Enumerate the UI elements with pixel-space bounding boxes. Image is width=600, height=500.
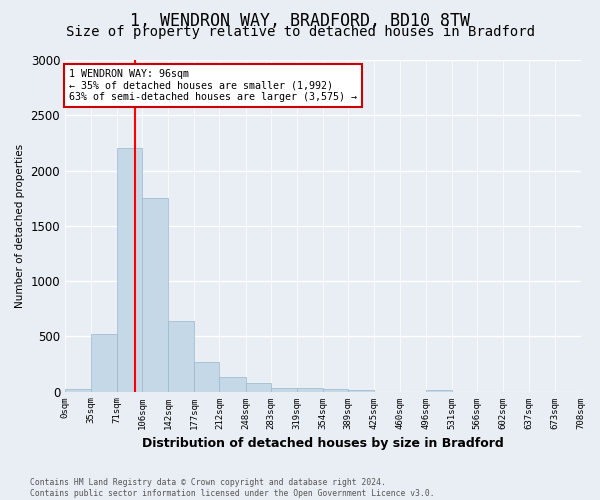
Bar <box>245 384 271 392</box>
Text: 1, WENDRON WAY, BRADFORD, BD10 8TW: 1, WENDRON WAY, BRADFORD, BD10 8TW <box>130 12 470 30</box>
Bar <box>297 388 323 392</box>
Text: Contains HM Land Registry data © Crown copyright and database right 2024.
Contai: Contains HM Land Registry data © Crown c… <box>30 478 434 498</box>
Bar <box>65 390 91 392</box>
Bar <box>220 377 245 392</box>
Text: Size of property relative to detached houses in Bradford: Size of property relative to detached ho… <box>65 25 535 39</box>
Bar <box>194 362 220 392</box>
Bar <box>426 390 452 392</box>
X-axis label: Distribution of detached houses by size in Bradford: Distribution of detached houses by size … <box>142 437 503 450</box>
Text: 1 WENDRON WAY: 96sqm
← 35% of detached houses are smaller (1,992)
63% of semi-de: 1 WENDRON WAY: 96sqm ← 35% of detached h… <box>68 69 356 102</box>
Bar <box>117 148 142 392</box>
Bar <box>91 334 117 392</box>
Bar <box>271 388 297 392</box>
Bar <box>169 321 194 392</box>
Bar <box>348 390 374 392</box>
Bar <box>142 198 169 392</box>
Y-axis label: Number of detached properties: Number of detached properties <box>15 144 25 308</box>
Bar <box>323 390 348 392</box>
